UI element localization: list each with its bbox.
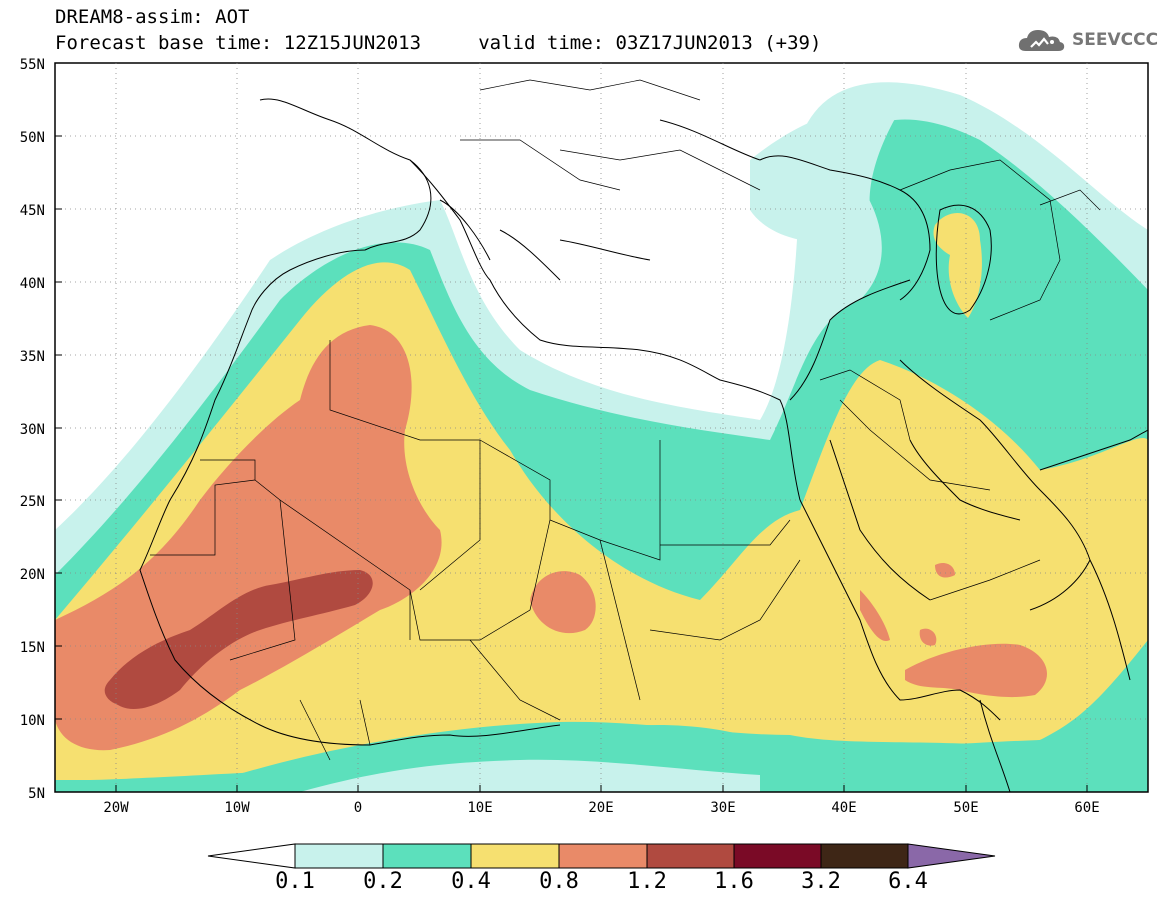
cloud-icon (1018, 30, 1065, 51)
lat-label: 35N (20, 349, 45, 365)
colorbar-label: 0.8 (539, 869, 579, 894)
country-borders (150, 79, 1101, 761)
longitude-labels: 20W 10W 0 10E 20E 30E 40E 50E 60E (103, 800, 1099, 816)
forecast-time-subtitle: Forecast base time: 12Z15JUN2013 valid t… (55, 32, 822, 54)
aot-colorbar (207, 843, 996, 869)
map-gridlines (55, 63, 1148, 792)
lat-label: 25N (20, 494, 45, 510)
lat-label: 20N (20, 567, 45, 583)
colorbar-label: 0.4 (451, 869, 491, 894)
latitude-labels: 55N 50N 45N 40N 35N 30N 25N 20N 15N 10N … (20, 57, 45, 802)
aot-band-0.8 (55, 325, 442, 751)
axis-ticks (55, 135, 1088, 792)
lat-label: 15N (20, 640, 45, 656)
lon-label: 40E (831, 800, 856, 816)
colorbar-label: 0.2 (363, 869, 403, 894)
lon-label: 60E (1074, 800, 1099, 816)
lon-label: 50E (953, 800, 978, 816)
lon-label: 30E (710, 800, 735, 816)
logo-text: SEEVCCC (1072, 30, 1159, 50)
lat-label: 30N (20, 422, 45, 438)
colorbar-label: 0.1 (275, 869, 315, 894)
lon-label: 10W (224, 800, 250, 816)
colorbar-label: 3.2 (801, 869, 841, 894)
lon-label: 20W (103, 800, 129, 816)
lat-label: 10N (20, 713, 45, 729)
colorbar-label: 6.4 (888, 869, 928, 894)
coastlines (139, 98, 1148, 792)
lat-label: 55N (20, 57, 45, 73)
lat-label: 50N (20, 130, 45, 146)
map-title: DREAM8-assim: AOT (55, 6, 250, 28)
lat-label: 40N (20, 276, 45, 292)
lon-label: 10E (467, 800, 492, 816)
colorbar-label: 1.2 (627, 869, 667, 894)
aot-band-1.2 (104, 570, 373, 710)
lat-label: 5N (28, 786, 45, 802)
aot-contour-fields (55, 63, 1148, 792)
lat-label: 45N (20, 203, 45, 219)
colorbar-label: 1.6 (714, 869, 754, 894)
lon-label: 20E (588, 800, 613, 816)
lon-label: 0 (354, 800, 362, 816)
seevccc-logo: SEEVCCC (1018, 24, 1158, 56)
